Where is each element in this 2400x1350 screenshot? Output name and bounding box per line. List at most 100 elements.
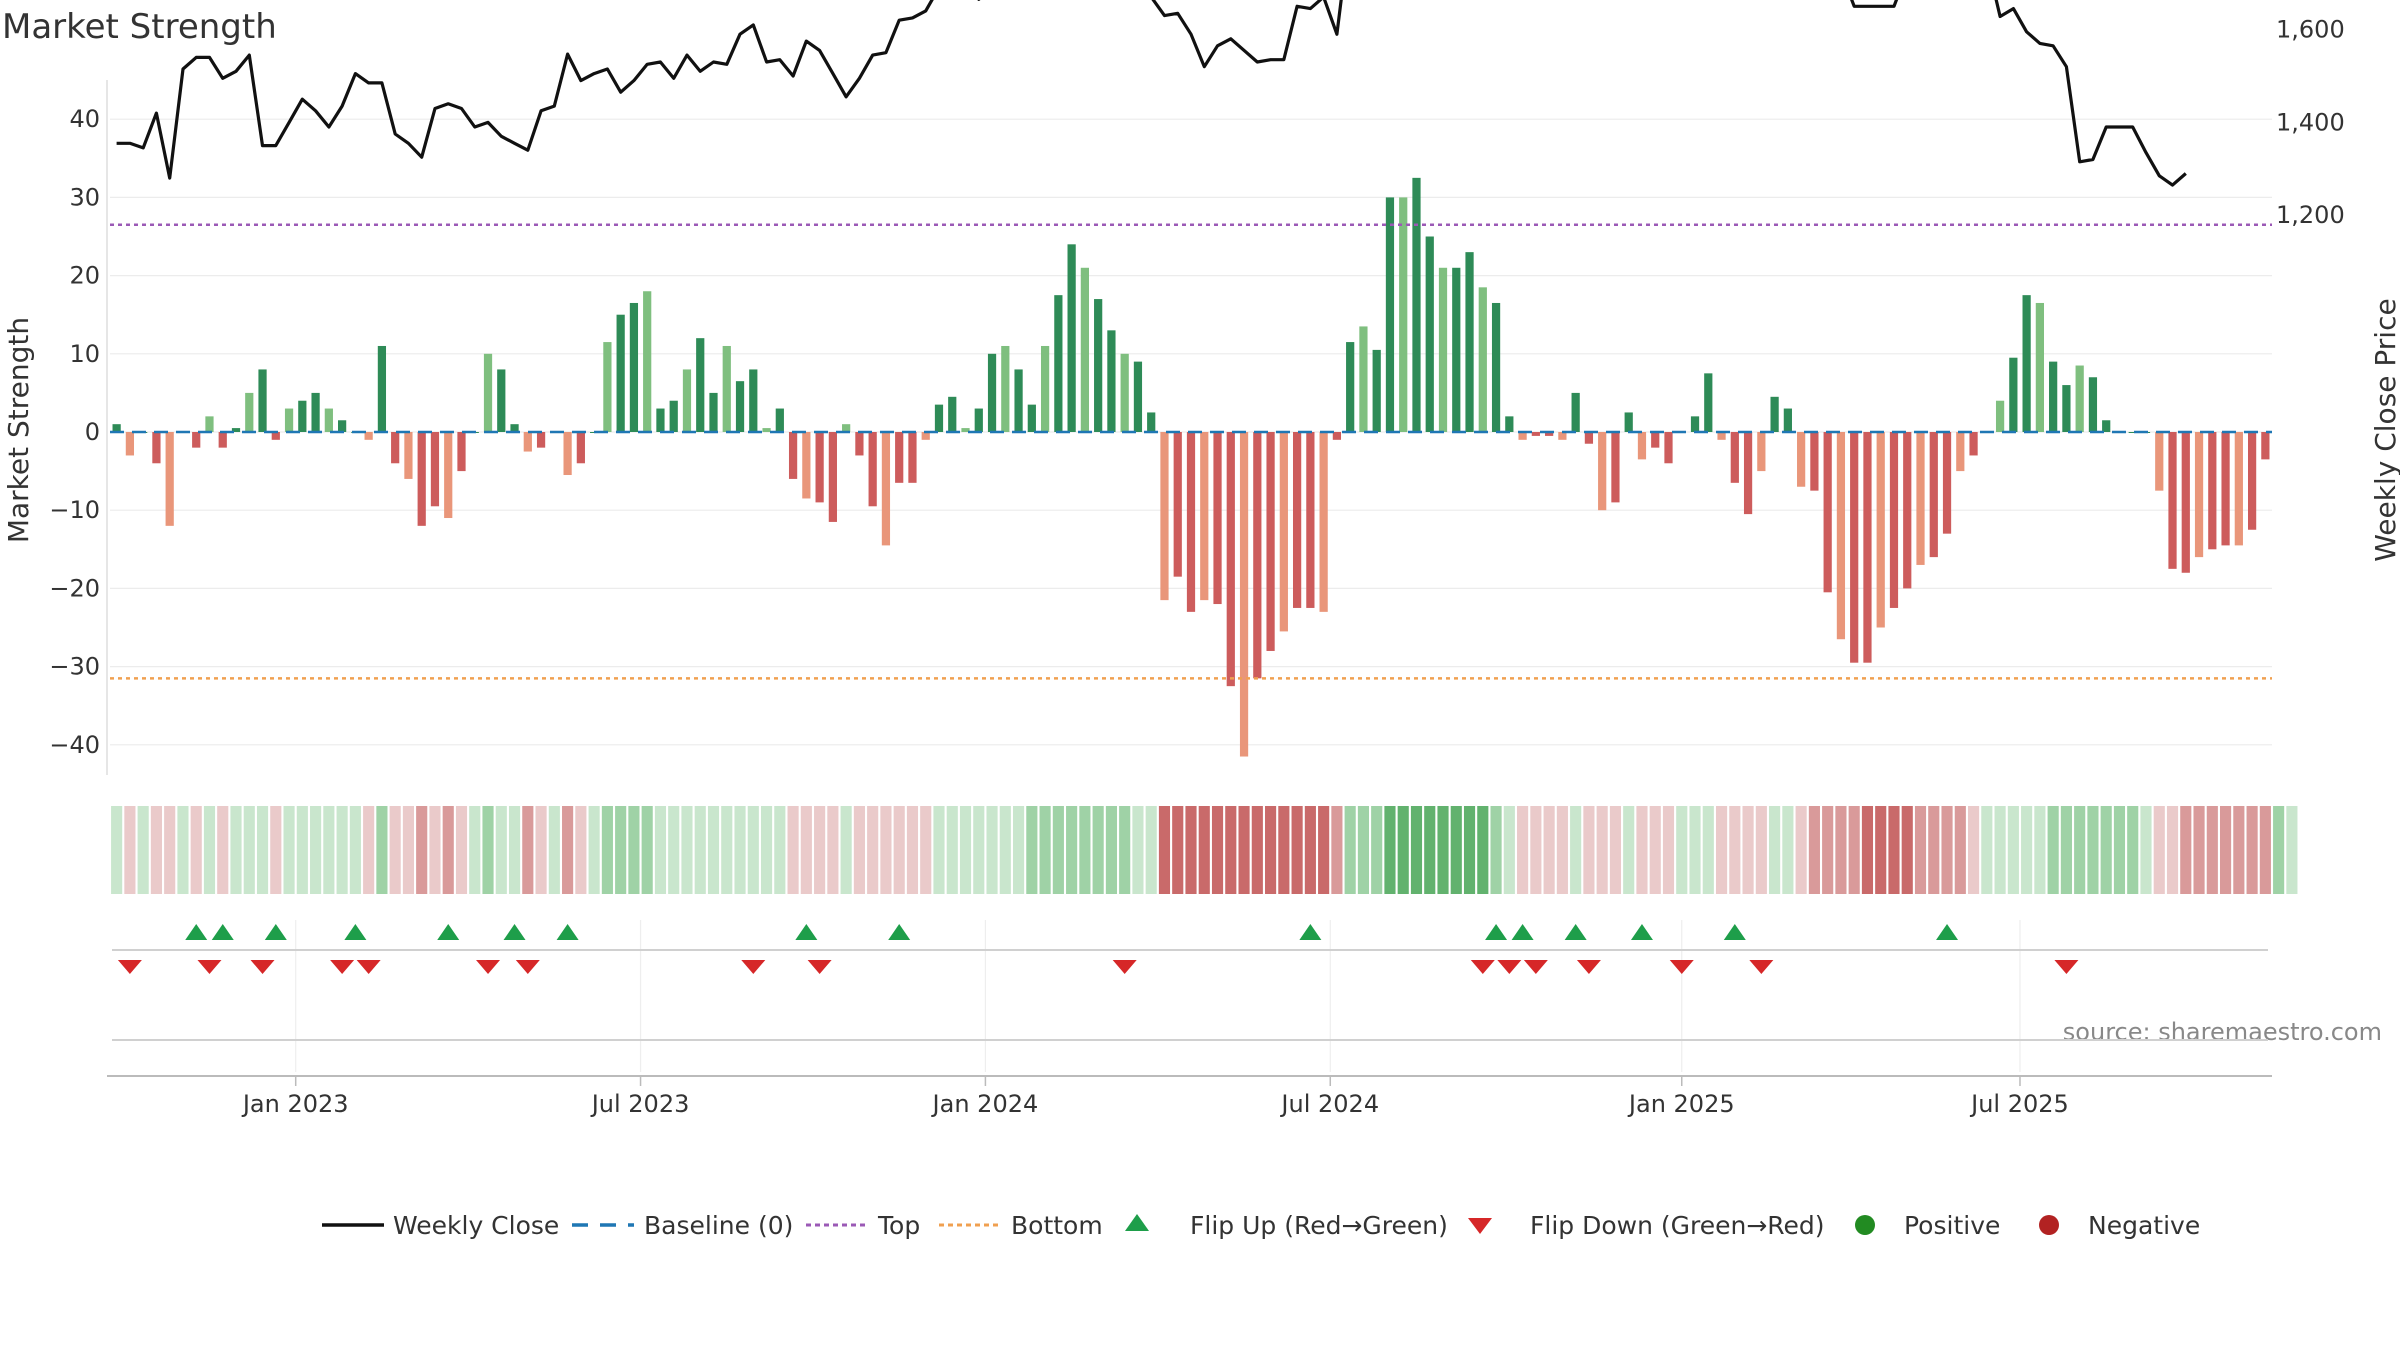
strength-bar <box>1107 330 1116 432</box>
legend-label: Positive <box>1904 1211 2000 1240</box>
strength-bar <box>934 404 944 432</box>
regime-band <box>588 806 600 894</box>
flip-down-marker <box>1576 960 1601 974</box>
regime-band <box>1583 806 1595 894</box>
strength-bar <box>1452 267 1461 432</box>
regime-band <box>217 806 229 894</box>
strength-bar <box>2088 377 2098 432</box>
legend-label: Top <box>877 1211 920 1240</box>
strength-bar <box>1916 432 1925 565</box>
regime-band <box>1596 806 1608 894</box>
flip-down-marker <box>250 960 275 974</box>
left-tick-label: −40 <box>49 731 100 759</box>
strength-bar <box>1306 432 1315 608</box>
regime-band <box>1012 806 1025 894</box>
strength-bar <box>1226 432 1235 687</box>
strength-bar <box>682 369 692 432</box>
regime-band <box>336 806 348 894</box>
regime-band <box>1623 806 1635 894</box>
regime-band <box>243 806 255 894</box>
regime-band <box>1530 806 1542 894</box>
strength-bar <box>722 345 731 432</box>
strength-bar <box>271 432 280 440</box>
flip-up-marker <box>1630 924 1653 940</box>
strength-bar <box>576 432 585 464</box>
legend-triangle-down <box>1468 1218 1492 1234</box>
regime-band <box>190 806 202 894</box>
regime-band <box>787 806 799 894</box>
regime-band <box>270 806 282 894</box>
strength-bar <box>1929 432 1938 558</box>
strength-bar <box>1545 432 1554 436</box>
strength-bar <box>1743 432 1753 515</box>
strength-bar <box>1186 432 1196 612</box>
strength-bar <box>1969 432 1978 456</box>
flip-markers-layer <box>112 924 2268 1041</box>
regime-band <box>2166 806 2179 894</box>
strength-bar <box>735 381 745 432</box>
regime-band <box>508 806 521 894</box>
regime-band <box>1344 806 1356 894</box>
regime-band <box>1636 806 1648 894</box>
regime-band <box>1357 806 1370 894</box>
strength-bar <box>603 342 612 432</box>
strength-bar <box>1425 236 1434 432</box>
regime-band <box>906 806 919 894</box>
regime-band <box>920 806 932 894</box>
left-tick-label: 20 <box>69 262 100 290</box>
regime-band <box>1039 806 1051 894</box>
strength-bar <box>1266 432 1275 651</box>
strength-bar <box>908 432 917 483</box>
strength-bar <box>1624 412 1633 432</box>
flip-down-marker <box>1523 960 1548 974</box>
regime-band <box>1875 806 1887 894</box>
left-tick-label: 40 <box>69 105 100 133</box>
regime-band <box>349 806 361 894</box>
strength-bar <box>2035 302 2044 432</box>
regime-band <box>2034 806 2046 894</box>
regime-band <box>2087 806 2099 894</box>
regime-band <box>283 806 295 894</box>
regime-band <box>1304 806 1316 894</box>
regime-band <box>1384 806 1396 894</box>
strength-bar <box>2247 432 2257 530</box>
strength-bar <box>1956 432 1965 472</box>
flip-down-marker <box>356 960 381 974</box>
regime-band <box>1861 806 1874 894</box>
regime-band <box>2246 806 2258 894</box>
strength-bar <box>1319 432 1328 612</box>
strength-bar <box>1571 392 1580 432</box>
regime-band <box>1145 806 1157 894</box>
legend: Weekly Close Baseline (0) Top Bottom Flip Up… <box>322 1211 2200 1240</box>
legend-label: Flip Up (Red→Green) <box>1190 1211 1448 1240</box>
regime-band <box>880 806 892 894</box>
regime-band <box>1742 806 1754 894</box>
regime-band <box>2074 806 2086 894</box>
regime-band <box>1503 806 1515 894</box>
strength-bar <box>2181 432 2190 573</box>
strength-bar <box>1836 432 1846 640</box>
strength-bar <box>1903 432 1912 589</box>
strength-bar <box>364 432 373 440</box>
regime-band <box>1888 806 1900 894</box>
regime-band <box>1609 806 1622 894</box>
left-tick-label: 0 <box>85 418 100 446</box>
legend-item: Flip Up (Red→Green) <box>1125 1211 1448 1240</box>
strength-bar <box>1863 432 1872 663</box>
strength-bar <box>1239 432 1249 757</box>
strength-bar <box>788 432 798 479</box>
regime-band <box>800 806 812 894</box>
regime-band <box>628 806 640 894</box>
regime-band <box>495 806 507 894</box>
strength-bar <box>1757 432 1766 472</box>
strength-bar <box>1637 432 1647 460</box>
strength-bar <box>1717 432 1726 440</box>
flip-up-marker <box>1299 924 1322 940</box>
regime-band <box>1238 806 1250 894</box>
regime-band <box>2286 806 2298 894</box>
regime-band <box>416 806 428 894</box>
strength-bar <box>2049 361 2058 432</box>
strength-bar <box>1505 416 1514 432</box>
strength-bar <box>696 338 705 432</box>
strength-bar <box>1399 197 1408 432</box>
